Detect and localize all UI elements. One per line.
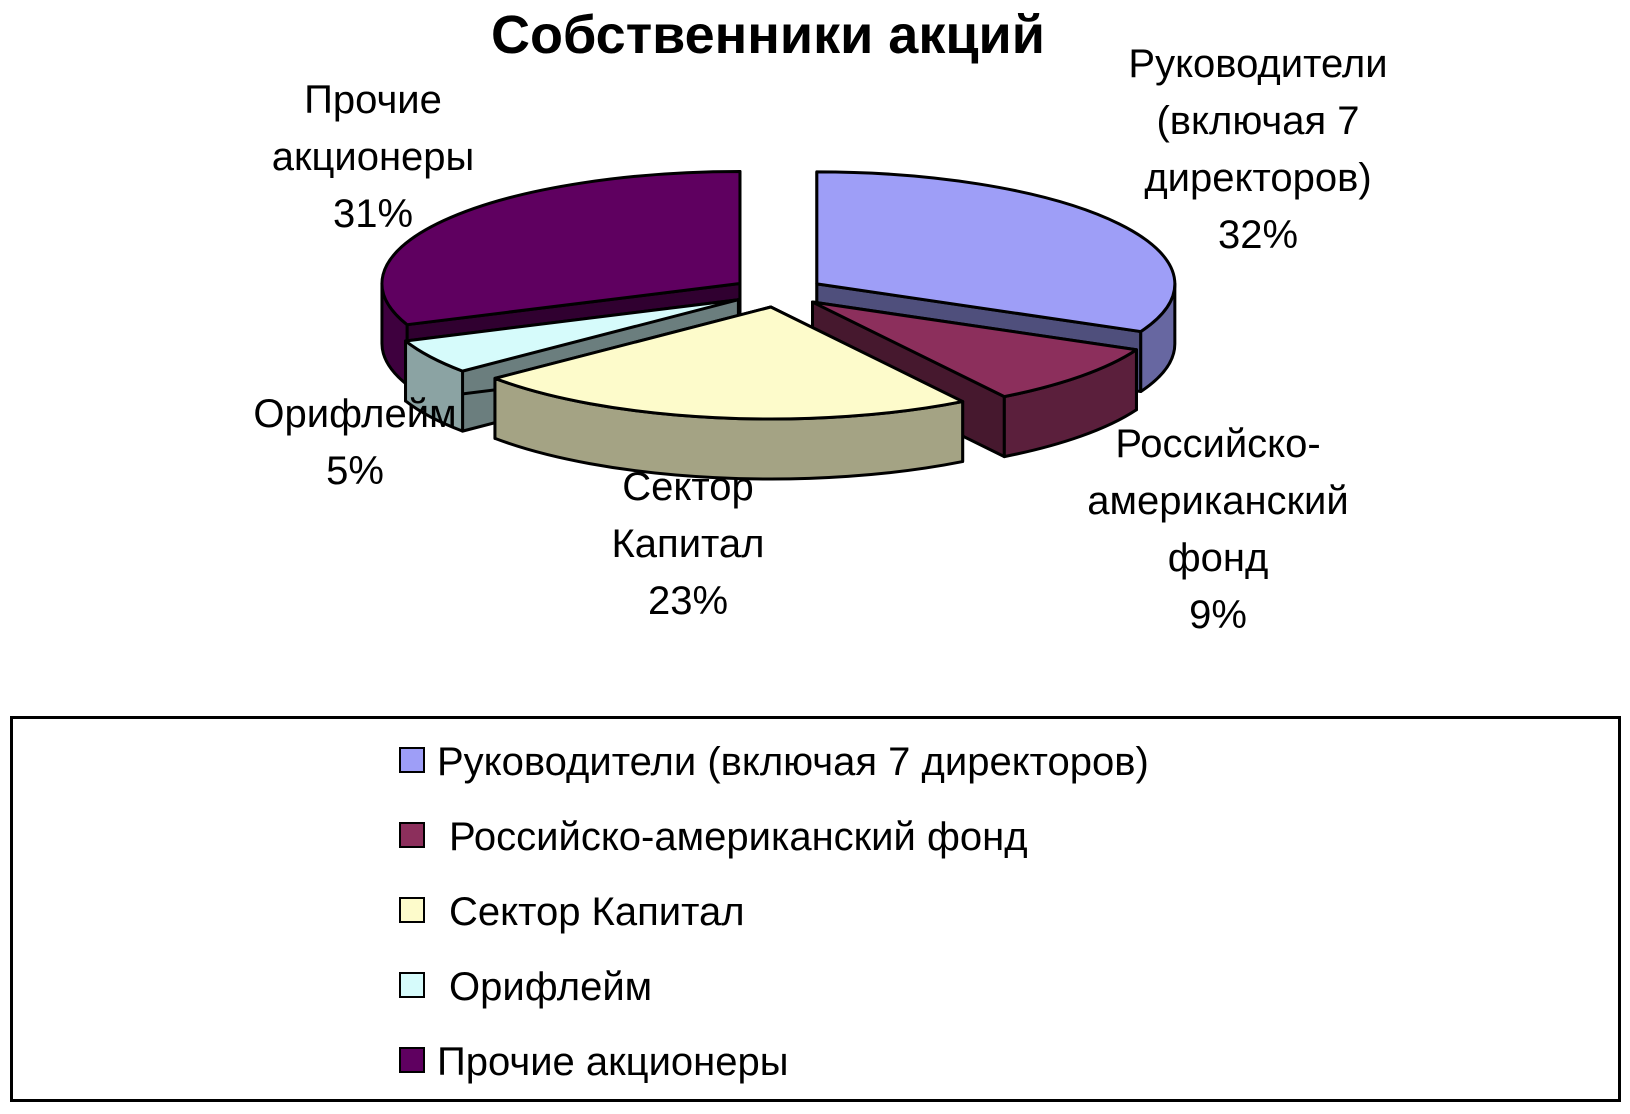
chart-title: Собственники акций	[491, 5, 1045, 65]
slice-data-labels: Руководители (включая 7 директоров) 32% Росс…	[253, 42, 1387, 637]
legend-swatch	[399, 1047, 425, 1073]
legend-label: Руководители (включая 7 директоров)	[437, 740, 1149, 784]
legend-label: Российско-американский фонд	[449, 815, 1028, 859]
pie-slice-sector-capital	[493, 305, 965, 481]
pie-slice-top	[811, 300, 1138, 399]
pie-slice-top	[815, 170, 1177, 334]
legend: Руководители (включая 7 директоров) Росс…	[10, 716, 1621, 1102]
legend-swatch	[399, 747, 425, 773]
legend-swatch	[399, 822, 425, 848]
legend-swatch	[399, 897, 425, 923]
legend-label: Орифлейм	[449, 965, 653, 1009]
legend-label: Прочие акционеры	[437, 1040, 789, 1084]
pie-slice-top	[493, 305, 965, 421]
legend-label: Сектор Капитал	[449, 890, 745, 934]
data-label-other-shareholders: Прочие акционеры 31%	[272, 78, 475, 236]
pie-slice-top	[404, 298, 740, 373]
legend-swatch	[399, 972, 425, 998]
data-label-russian-american-fund: Российско-американский фонд 9%	[1087, 422, 1348, 637]
pie-chart-plot: Собственники акций Руководители (включая …	[253, 5, 1387, 637]
data-label-sector-capital: Сектор Капитал 23%	[611, 465, 764, 623]
data-label-managers: Руководители (включая 7 директоров) 32%	[1128, 42, 1387, 257]
pie-slice-top	[380, 169, 742, 327]
pie-slices	[380, 169, 1177, 481]
data-label-oriflame: Орифлейм 5%	[253, 392, 456, 493]
